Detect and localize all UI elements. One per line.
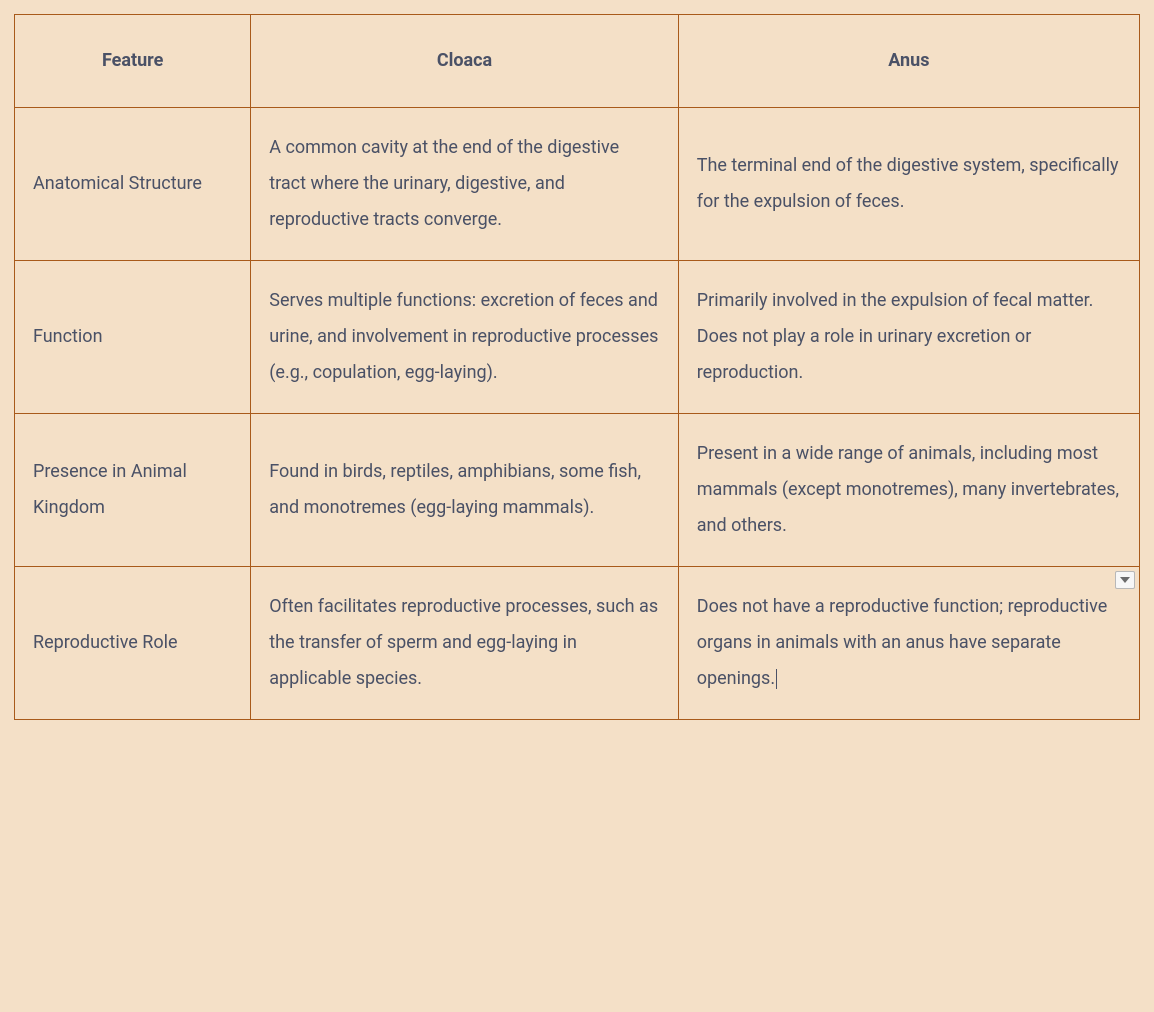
cell-cloaca[interactable]: Serves multiple functions: excretion of … [251, 261, 679, 414]
table-row: Function Serves multiple functions: excr… [15, 261, 1140, 414]
cell-cloaca[interactable]: A common cavity at the end of the digest… [251, 108, 679, 261]
col-header-feature: Feature [15, 15, 251, 108]
cell-anus[interactable]: Does not have a reproductive function; r… [678, 567, 1139, 720]
cell-anus[interactable]: Primarily involved in the expulsion of f… [678, 261, 1139, 414]
cell-feature[interactable]: Function [15, 261, 251, 414]
comparison-table: Feature Cloaca Anus Anatomical Structure… [14, 14, 1140, 720]
col-header-anus: Anus [678, 15, 1139, 108]
chevron-down-icon [1120, 577, 1130, 583]
col-header-cloaca: Cloaca [251, 15, 679, 108]
cell-feature[interactable]: Reproductive Role [15, 567, 251, 720]
cell-cloaca[interactable]: Often facilitates reproductive processes… [251, 567, 679, 720]
cell-text: Does not have a reproductive function; r… [697, 596, 1108, 689]
cell-anus[interactable]: Present in a wide range of animals, incl… [678, 414, 1139, 567]
table-row: Reproductive Role Often facilitates repr… [15, 567, 1140, 720]
cell-cloaca[interactable]: Found in birds, reptiles, amphibians, so… [251, 414, 679, 567]
cell-anus[interactable]: The terminal end of the digestive system… [678, 108, 1139, 261]
table-row: Anatomical Structure A common cavity at … [15, 108, 1140, 261]
table-header-row: Feature Cloaca Anus [15, 15, 1140, 108]
cell-feature[interactable]: Anatomical Structure [15, 108, 251, 261]
table-row: Presence in Animal Kingdom Found in bird… [15, 414, 1140, 567]
cell-feature[interactable]: Presence in Animal Kingdom [15, 414, 251, 567]
cell-dropdown-button[interactable] [1115, 571, 1135, 589]
